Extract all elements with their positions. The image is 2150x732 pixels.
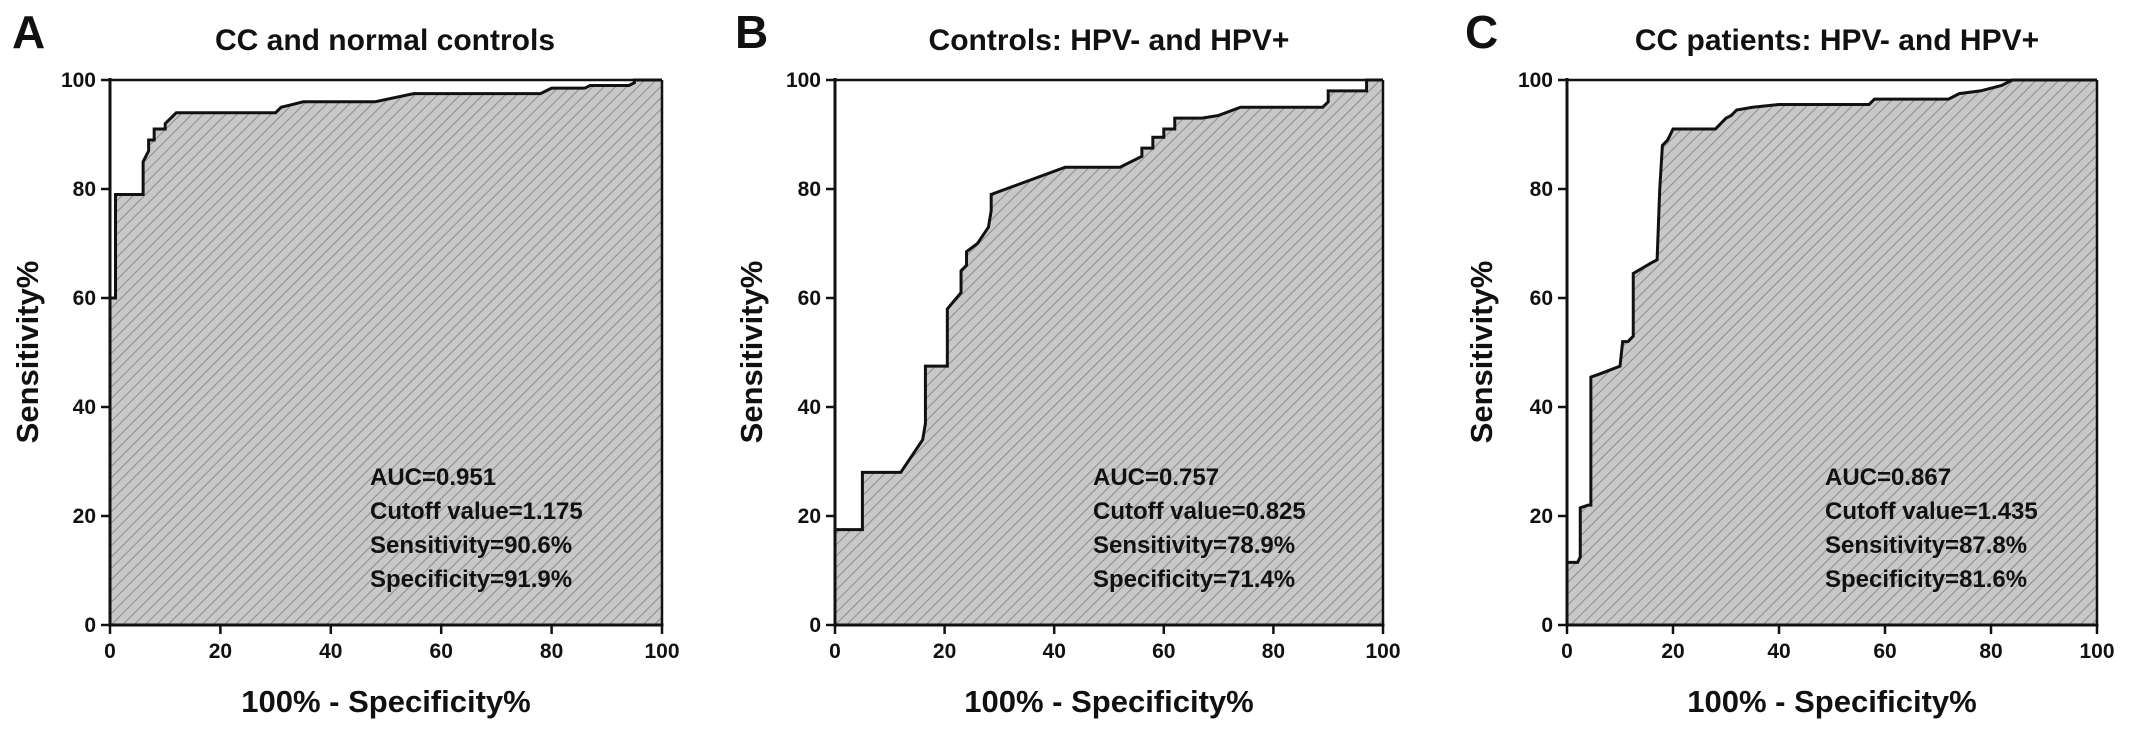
roc-plot-area: 0 20 40 60 80 100 0 20 40 60 80 100 bbox=[1518, 69, 2115, 663]
stats-box: AUC=0.867 Cutoff value=1.435 Sensitivity… bbox=[1825, 464, 2038, 593]
roc-plot-area: 0 20 40 60 80 100 0 20 40 60 80 100 bbox=[786, 69, 1401, 663]
y-tick-label: 100 bbox=[61, 69, 96, 92]
x-tick-label: 40 bbox=[1767, 640, 1790, 663]
panel-title: Controls: HPV- and HPV+ bbox=[929, 24, 1290, 57]
x-tick-label: 20 bbox=[209, 640, 232, 663]
x-tick-label: 80 bbox=[1262, 640, 1285, 663]
panel-b: B Controls: HPV- and HPV+ 0 20 40 60 80 100 0 2… bbox=[734, 6, 1401, 719]
panel-letter: B bbox=[735, 6, 768, 58]
auc-area bbox=[110, 80, 662, 625]
roc-plot-area: 0 20 40 60 80 100 0 20 40 60 80 100 bbox=[61, 69, 680, 663]
specificity-text: Specificity=91.9% bbox=[370, 566, 572, 593]
y-tick-label: 80 bbox=[1530, 178, 1553, 201]
stats-box: AUC=0.757 Cutoff value=0.825 Sensitivity… bbox=[1093, 464, 1306, 593]
auc-text: AUC=0.867 bbox=[1825, 464, 1951, 491]
specificity-text: Specificity=81.6% bbox=[1825, 566, 2027, 593]
x-tick-label: 40 bbox=[319, 640, 342, 663]
auc-text: AUC=0.757 bbox=[1093, 464, 1219, 491]
y-tick-label: 80 bbox=[73, 178, 96, 201]
y-tick-label: 100 bbox=[1518, 69, 1553, 92]
x-tick-label: 20 bbox=[1661, 640, 1684, 663]
x-tick-label: 0 bbox=[104, 640, 116, 663]
x-tick-label: 40 bbox=[1043, 640, 1066, 663]
y-tick-label: 40 bbox=[798, 396, 821, 419]
cutoff-text: Cutoff value=1.175 bbox=[370, 498, 583, 525]
y-tick-label: 60 bbox=[1530, 287, 1553, 310]
sensitivity-text: Sensitivity=87.8% bbox=[1825, 532, 2027, 559]
x-tick-label: 60 bbox=[1873, 640, 1896, 663]
roc-curve bbox=[833, 78, 1383, 625]
x-tick-label: 100 bbox=[1365, 640, 1400, 663]
x-tick-label: 20 bbox=[933, 640, 956, 663]
roc-curve bbox=[1565, 78, 2097, 625]
x-tick-label: 80 bbox=[540, 640, 563, 663]
panel-letter: A bbox=[12, 6, 45, 58]
x-axis-label: 100% - Specificity% bbox=[964, 684, 1253, 719]
y-tick-label: 60 bbox=[798, 287, 821, 310]
x-axis-label: 100% - Specificity% bbox=[241, 684, 530, 719]
y-tick-label: 20 bbox=[73, 505, 96, 528]
y-tick-label: 0 bbox=[84, 614, 96, 637]
specificity-text: Specificity=71.4% bbox=[1093, 566, 1295, 593]
panel-letter: C bbox=[1465, 6, 1498, 58]
sensitivity-text: Sensitivity=90.6% bbox=[370, 532, 572, 559]
x-tick-label: 60 bbox=[1152, 640, 1175, 663]
cutoff-text: Cutoff value=1.435 bbox=[1825, 498, 2038, 525]
y-axis-label: Sensitivity% bbox=[734, 261, 769, 444]
auc-area bbox=[1567, 80, 2097, 625]
y-tick-label: 40 bbox=[73, 396, 96, 419]
stats-box: AUC=0.951 Cutoff value=1.175 Sensitivity… bbox=[370, 464, 583, 593]
y-tick-label: 60 bbox=[73, 287, 96, 310]
x-tick-label: 100 bbox=[2079, 640, 2114, 663]
panel-a: A CC and normal controls 0 20 40 60 80 100 0 20… bbox=[10, 6, 680, 719]
x-tick-label: 60 bbox=[430, 640, 453, 663]
panel-title: CC and normal controls bbox=[215, 24, 555, 57]
sensitivity-text: Sensitivity=78.9% bbox=[1093, 532, 1295, 559]
cutoff-text: Cutoff value=0.825 bbox=[1093, 498, 1306, 525]
y-axis-label: Sensitivity% bbox=[1464, 261, 1499, 444]
y-tick-label: 0 bbox=[809, 614, 821, 637]
x-axis-label: 100% - Specificity% bbox=[1687, 684, 1976, 719]
x-tick-label: 80 bbox=[1979, 640, 2002, 663]
y-tick-label: 80 bbox=[798, 178, 821, 201]
y-tick-label: 20 bbox=[798, 505, 821, 528]
panel-title: CC patients: HPV- and HPV+ bbox=[1635, 24, 2039, 57]
y-tick-label: 100 bbox=[786, 69, 821, 92]
roc-curve bbox=[108, 78, 662, 625]
y-tick-label: 20 bbox=[1530, 505, 1553, 528]
x-tick-label: 0 bbox=[1561, 640, 1573, 663]
y-axis-label: Sensitivity% bbox=[10, 261, 45, 444]
auc-area bbox=[835, 80, 1383, 625]
y-tick-label: 0 bbox=[1541, 614, 1553, 637]
x-tick-label: 0 bbox=[829, 640, 841, 663]
panel-c: C CC patients: HPV- and HPV+ 0 20 40 60 80 10… bbox=[1464, 6, 2115, 719]
x-tick-label: 100 bbox=[644, 640, 679, 663]
y-tick-label: 40 bbox=[1530, 396, 1553, 419]
auc-text: AUC=0.951 bbox=[370, 464, 496, 491]
